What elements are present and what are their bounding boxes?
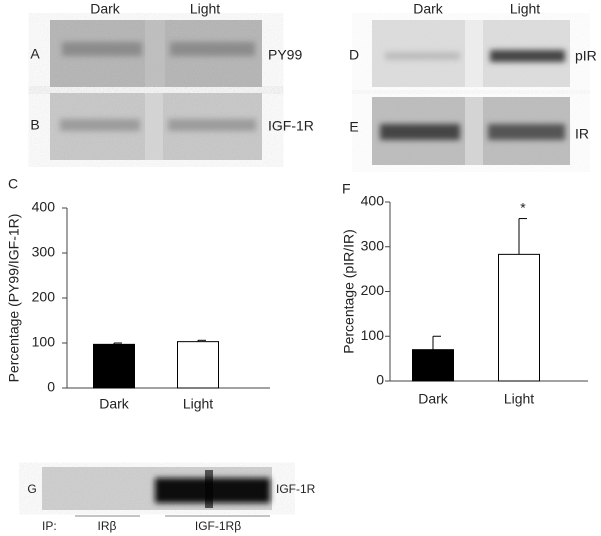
y-tick-label: 0 [376,372,384,388]
ip-group: IGF-1Rβ [195,519,241,533]
blot-d [372,20,570,87]
blot-a [50,20,262,87]
bar [93,343,135,389]
blot-label: IGF-1R [268,118,314,134]
blot-label: IR [575,126,589,142]
y-tick-label: 100 [32,334,56,350]
blot-g [42,467,272,517]
panel-label: E [349,119,358,135]
bar [177,341,219,389]
panel-label: C [8,176,18,192]
annotation: * [520,199,526,215]
y-tick-label: 300 [361,237,385,253]
y-tick-label: 0 [47,379,55,395]
y-tick-label: 100 [361,327,385,343]
x-tick-label: Dark [99,396,130,412]
blot-b [50,93,262,160]
panel-label: D [349,47,359,63]
blot-e [372,97,570,165]
x-tick-label: Light [504,391,534,407]
y-axis-label: Percentage (pIR/IR) [341,229,357,354]
x-tick-label: Light [183,396,213,412]
bar [498,253,540,382]
blot-label: IGF-1R [276,482,316,496]
column-label: Dark [413,1,444,17]
y-tick-label: 400 [32,199,56,215]
panel-label: B [30,117,39,133]
blot-label: PY99 [268,47,302,63]
ip-label: IP: [42,519,57,533]
column-label: Dark [90,1,121,17]
y-tick-label: 300 [32,244,56,260]
panel-label: G [27,482,36,496]
y-tick-label: 400 [361,193,385,209]
column-label: Light [190,1,220,17]
bar [412,349,454,382]
blot-label: pIR [575,48,597,64]
panel-label: F [342,181,351,197]
panel-label: A [30,46,40,62]
column-label: Light [510,1,540,17]
y-axis-label: Percentage (PY99/IGF-1R) [6,214,22,383]
x-tick-label: Dark [418,391,449,407]
y-tick-label: 200 [361,282,385,298]
y-tick-label: 200 [32,289,56,305]
ip-group: IRβ [98,519,117,533]
